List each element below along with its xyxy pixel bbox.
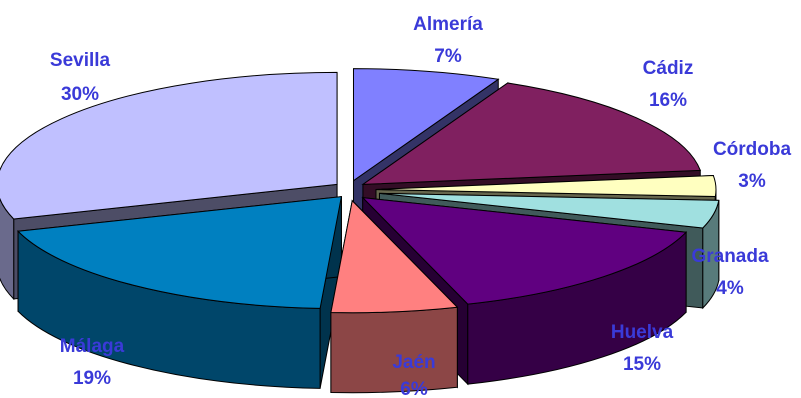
label-sevilla: Sevilla (50, 50, 111, 71)
pie-labels: Almería 7% Cádiz 16% Córdoba 3% Granada 4% Huelv… (50, 14, 792, 398)
slice-cadiz (361, 82, 701, 185)
value-label-huelva: 15% (623, 354, 661, 375)
label-granada: Granada (691, 246, 769, 267)
slice-sevilla (0, 71, 338, 220)
value-label-granada: 4% (716, 278, 744, 299)
value-label-jaen: 6% (400, 379, 428, 398)
value-label-cadiz: 16% (649, 90, 687, 111)
label-jaen: Jaén (392, 352, 435, 373)
value-label-malaga: 19% (73, 368, 111, 389)
slice-granada (379, 192, 720, 229)
label-cordoba: Córdoba (713, 139, 792, 160)
slice-side-jaen-0 (330, 306, 458, 394)
value-label-almeria: 7% (434, 46, 462, 67)
label-malaga: Málaga (60, 336, 125, 357)
pie-top-faces (0, 68, 720, 314)
label-huelva: Huelva (611, 322, 674, 343)
label-almeria: Almería (413, 14, 483, 35)
slice-huelva (361, 196, 688, 305)
label-cadiz: Cádiz (643, 58, 694, 79)
slice-jaen (330, 199, 459, 314)
value-label-sevilla: 30% (61, 84, 99, 105)
slice-malaga (16, 196, 343, 309)
value-label-cordoba: 3% (738, 171, 766, 192)
slice-almeria (352, 68, 500, 182)
slice-cordoba (375, 174, 717, 198)
